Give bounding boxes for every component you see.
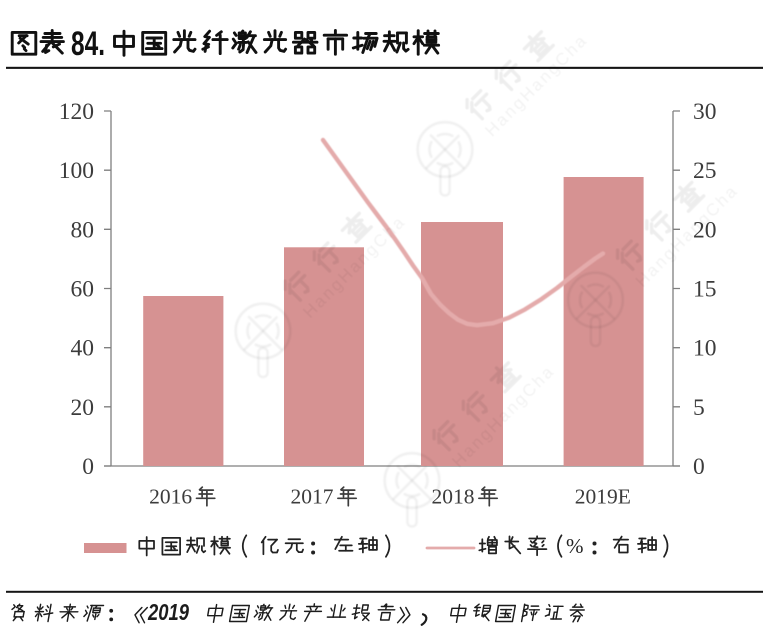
svg-text:20: 20	[71, 395, 95, 421]
svg-text:100: 100	[59, 158, 94, 184]
svg-text:80: 80	[71, 217, 95, 243]
svg-text:10: 10	[693, 336, 717, 362]
svg-text:15: 15	[693, 277, 717, 303]
svg-text:5: 5	[693, 395, 705, 421]
svg-text:%: %	[566, 534, 584, 558]
svg-text:30: 30	[693, 99, 717, 125]
svg-text:20: 20	[693, 217, 717, 243]
svg-text:84.: 84.	[71, 25, 105, 63]
svg-text:120: 120	[59, 99, 94, 125]
svg-text:40: 40	[71, 336, 95, 362]
svg-text:60: 60	[71, 277, 95, 303]
svg-text:2019: 2019	[147, 599, 189, 625]
svg-text:0: 0	[82, 454, 94, 480]
svg-text:2016: 2016	[149, 485, 192, 509]
svg-text:2019E: 2019E	[575, 485, 631, 509]
svg-text:0: 0	[693, 454, 705, 480]
svg-text:25: 25	[693, 158, 717, 184]
svg-text:2017: 2017	[291, 485, 334, 509]
